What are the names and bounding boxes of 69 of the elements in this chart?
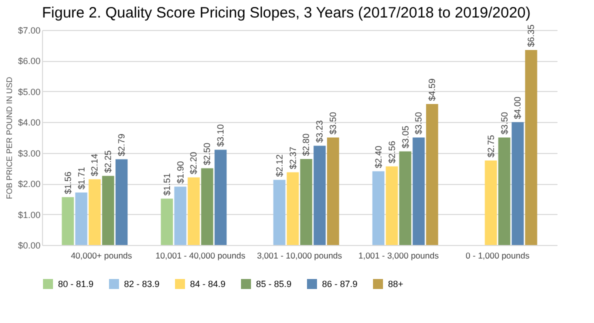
legend-label: 82 - 83.9 <box>124 279 160 289</box>
bar <box>484 160 497 245</box>
x-tick-label: 0 - 1,000 pounds <box>466 250 530 260</box>
bar <box>102 176 114 245</box>
bar <box>116 159 128 245</box>
data-label: $2.50 <box>202 142 212 166</box>
y-tick-label: $5.00 <box>18 86 40 97</box>
y-tick-label: $3.00 <box>18 148 40 158</box>
bar <box>300 159 312 245</box>
legend-label: 84 - 84.9 <box>190 279 226 289</box>
data-label: $4.59 <box>427 78 438 102</box>
data-label: $4.00 <box>512 96 523 120</box>
bar <box>286 172 299 245</box>
x-tick-label: 1,001 - 3,000 pounds <box>358 250 439 260</box>
bar <box>201 168 214 245</box>
bar <box>512 122 524 245</box>
x-tick-label: 3,001 - 10,000 pounds <box>256 250 342 260</box>
bar <box>412 138 425 245</box>
data-label: $3.50 <box>414 112 424 134</box>
y-tick-label: $2.00 <box>18 179 40 190</box>
bar <box>399 151 412 245</box>
legend-label: 86 - 87.9 <box>322 279 358 289</box>
legend-label: 88+ <box>388 279 404 289</box>
bar <box>426 104 438 245</box>
bar <box>372 171 384 245</box>
bar <box>525 50 538 245</box>
y-tick-label: $4.00 <box>18 118 40 128</box>
data-label: $6.35 <box>526 24 536 47</box>
bar <box>160 198 173 245</box>
data-label: $3.50 <box>328 112 338 134</box>
data-label: $2.25 <box>103 150 114 173</box>
y-axis-title: FOB PRICE PER POUND IN USD <box>4 76 14 200</box>
bar <box>88 179 101 245</box>
bar <box>498 138 510 245</box>
data-label: $2.37 <box>288 146 298 170</box>
data-label: $3.50 <box>499 112 510 134</box>
bar <box>62 197 74 245</box>
data-label: $2.20 <box>188 152 199 174</box>
bar <box>314 146 326 245</box>
data-label: $2.14 <box>90 154 100 176</box>
y-tick-label: $1.00 <box>18 210 40 220</box>
data-label: $1.71 <box>76 166 86 190</box>
data-label: $1.51 <box>162 173 172 196</box>
y-tick-label: $7.00 <box>18 26 40 36</box>
bar <box>386 166 398 245</box>
bar <box>75 192 88 245</box>
data-label: $1.90 <box>175 161 186 184</box>
data-label: $3.10 <box>216 124 226 147</box>
data-label: $2.79 <box>116 134 127 156</box>
bar <box>327 138 340 245</box>
data-label: $2.75 <box>486 135 496 158</box>
chart-title: Figure 2. Quality Score Pricing Slopes, 3 Years (2017/2018 to 2019/2020) <box>42 4 531 22</box>
data-label: $3.05 <box>400 126 410 148</box>
bar <box>188 177 200 245</box>
y-tick-label: $6.00 <box>18 56 40 66</box>
data-label: $1.56 <box>62 172 73 194</box>
bar <box>174 186 186 245</box>
y-tick-label: $0.00 <box>18 240 40 250</box>
legend-label: 85 - 85.9 <box>256 279 292 289</box>
bar <box>273 180 286 245</box>
data-label: $2.40 <box>373 146 384 168</box>
x-tick-label: 10,001 - 40,000 pounds <box>156 250 246 260</box>
data-label: $2.12 <box>274 154 284 177</box>
data-label: $2.80 <box>301 133 312 156</box>
bar <box>214 150 227 245</box>
x-tick-label: 40,000+ pounds <box>70 250 132 260</box>
data-label: $3.23 <box>314 120 325 143</box>
legend-label: 80 - 81.9 <box>58 279 94 289</box>
data-label: $2.56 <box>386 140 397 164</box>
